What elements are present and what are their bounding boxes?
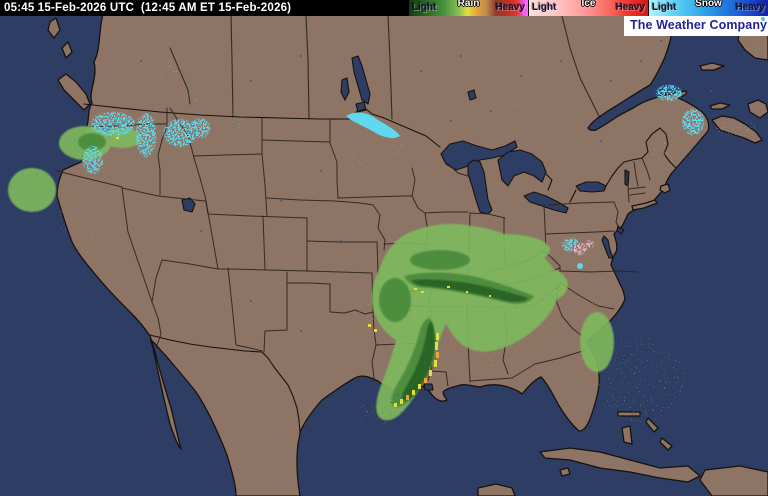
snow-heavy-label: Heavy [735, 2, 765, 13]
lake-huron [497, 149, 547, 187]
legend-rain: Light Rain Heavy [409, 0, 528, 16]
lake-michigan [467, 159, 493, 215]
clutter-specks [140, 40, 712, 332]
rain-light-label: Light [412, 2, 437, 13]
lake-erie [523, 191, 569, 214]
snow-radar-layer [83, 61, 759, 269]
weather-company-logo[interactable]: The Weather Company [624, 16, 768, 36]
great-salt-lake [181, 197, 196, 213]
weather-company-logo-dot [761, 17, 765, 21]
anticosti-island [699, 62, 725, 71]
weather-company-logo-text: The Weather Company [630, 18, 768, 32]
rain-category-label: Rain [457, 0, 480, 9]
lake-ontario [575, 181, 607, 193]
long-island [631, 199, 658, 211]
lake-superior [440, 140, 518, 171]
legend-ice: Light Ice Heavy [529, 0, 648, 16]
ice-heavy-label: Heavy [615, 2, 645, 13]
precip-legend: Light Rain Heavy Light Ice Heavy Light S… [408, 0, 768, 16]
cape-cod [659, 183, 671, 194]
prince-edward-island [709, 102, 731, 110]
legend-snow: Light Snow Heavy [649, 0, 768, 16]
cuba [539, 447, 701, 483]
timestamp-text: 05:45 15-Feb-2026 UTC (12:45 AM ET 15-Fe… [4, 2, 292, 14]
cape-breton [747, 99, 768, 119]
lake-winnipeg [351, 55, 371, 105]
rain-heavy-label: Heavy [495, 2, 525, 13]
hispaniola [699, 465, 768, 496]
rain-radar-layer [8, 126, 686, 428]
ice-radar [573, 240, 594, 255]
ice-category-label: Ice [581, 0, 596, 9]
ice-light-label: Light [532, 2, 557, 13]
chesapeake-bay [601, 235, 614, 259]
yucatan [477, 483, 516, 496]
vancouver-island [57, 73, 91, 111]
snow-category-label: Snow [695, 0, 722, 9]
heavy-rain-cores [116, 137, 491, 407]
bahamas [621, 425, 633, 445]
snow-light-label: Light [652, 2, 677, 13]
